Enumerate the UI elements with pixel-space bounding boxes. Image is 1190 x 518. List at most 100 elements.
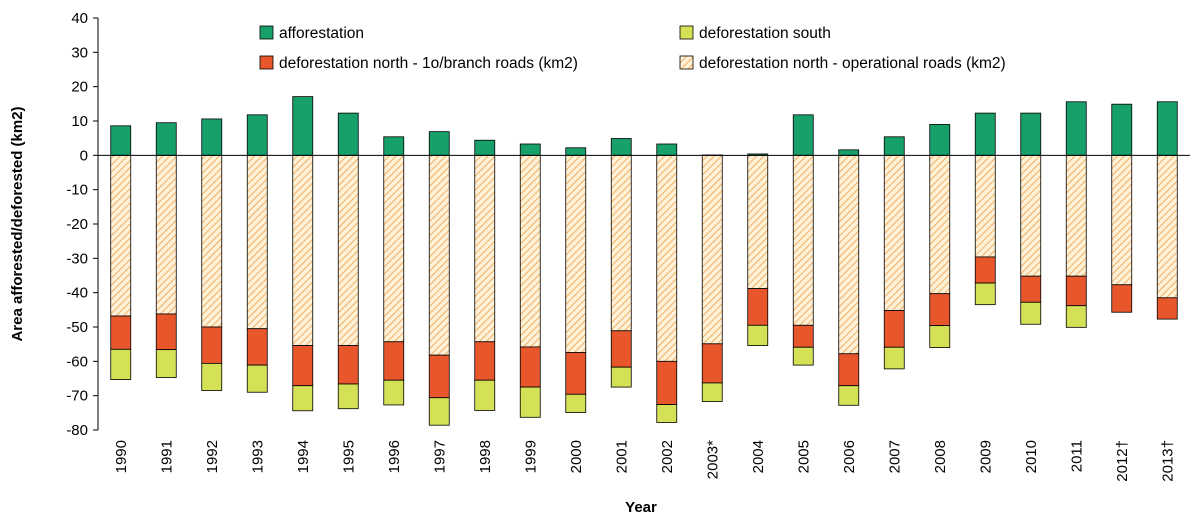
bar-deforestation-south xyxy=(929,325,951,349)
bar-deforestation-north-branch xyxy=(838,353,860,387)
x-tick-label: 1996 xyxy=(386,440,403,473)
bar-deforestation-south xyxy=(838,385,860,406)
bar-afforestation xyxy=(974,112,996,156)
y-tick-label: -60 xyxy=(66,353,88,370)
bar-deforestation-south xyxy=(1020,301,1042,325)
bar-deforestation-south xyxy=(292,385,314,412)
bar-deforestation-south xyxy=(701,382,723,402)
y-tick-label: 40 xyxy=(71,10,88,27)
bar-deforestation-north-operational xyxy=(565,154,587,353)
x-tick-label: 2000 xyxy=(568,440,585,473)
bar-deforestation-north-operational xyxy=(110,154,132,317)
bar-deforestation-north-branch xyxy=(656,360,678,405)
bar-deforestation-north-operational xyxy=(883,154,905,311)
y-tick-label: -70 xyxy=(66,388,88,405)
bar-deforestation-south xyxy=(747,324,769,346)
bar-deforestation-north-operational xyxy=(792,154,814,326)
bar-deforestation-north-operational xyxy=(428,154,450,356)
bar-afforestation xyxy=(155,122,177,156)
x-tick-label: 2006 xyxy=(841,440,858,473)
legend-label: deforestation north - 1o/branch roads (k… xyxy=(279,55,578,72)
x-axis-title: Year xyxy=(625,499,657,516)
bar-deforestation-north-branch xyxy=(292,345,314,387)
bar-deforestation-north-operational xyxy=(656,154,678,362)
bar-deforestation-south xyxy=(656,404,678,423)
y-tick-label: -80 xyxy=(66,422,88,439)
bar-deforestation-south xyxy=(474,379,496,411)
bar-deforestation-north-operational xyxy=(246,154,268,330)
bar-afforestation xyxy=(838,149,860,156)
bar-deforestation-north-branch xyxy=(792,324,814,348)
bar-deforestation-north-branch xyxy=(610,330,632,368)
bar-deforestation-north-branch xyxy=(383,341,405,381)
x-tick-label: 2001 xyxy=(613,440,630,473)
bar-deforestation-north-branch xyxy=(701,343,723,384)
legend: afforestation deforestation south deforest… xyxy=(259,25,1006,72)
bar-afforestation xyxy=(1156,101,1178,156)
y-tick-label: 30 xyxy=(71,44,88,61)
bar-deforestation-north-branch xyxy=(1020,275,1042,303)
bar-afforestation xyxy=(883,136,905,156)
bar-afforestation xyxy=(1111,103,1133,156)
bar-afforestation xyxy=(792,114,814,156)
x-tick-label: 1994 xyxy=(295,440,312,473)
y-tick-label: -10 xyxy=(66,182,88,199)
bar-deforestation-north-operational xyxy=(519,154,541,348)
bar-afforestation xyxy=(383,136,405,156)
bar-deforestation-north-operational xyxy=(929,154,951,295)
y-tick-label: 20 xyxy=(71,79,88,96)
bar-deforestation-south xyxy=(519,386,541,418)
bar-deforestation-north-operational xyxy=(1156,154,1178,299)
bar-deforestation-south xyxy=(110,348,132,380)
x-tick-label: 1997 xyxy=(431,440,448,473)
y-tick-label: -50 xyxy=(66,319,88,336)
bar-deforestation-north-branch xyxy=(1111,284,1133,313)
bar-deforestation-north-branch xyxy=(929,293,951,327)
bar-deforestation-north-operational xyxy=(1020,154,1042,277)
x-tick-label: 2011 xyxy=(1068,440,1085,472)
bar-deforestation-north-branch xyxy=(565,352,587,395)
bar-deforestation-north-operational xyxy=(383,154,405,343)
x-tick-label: 1999 xyxy=(522,440,539,473)
bar-deforestation-north-branch xyxy=(1065,275,1087,307)
bar-deforestation-south xyxy=(246,364,268,393)
x-tick-label: 2003* xyxy=(704,440,721,479)
bar-deforestation-north-operational xyxy=(610,154,632,332)
bar-afforestation xyxy=(201,118,223,156)
bar-deforestation-north-operational xyxy=(1111,154,1133,286)
bar-deforestation-north-branch xyxy=(519,346,541,388)
legend-label: deforestation south xyxy=(699,25,831,42)
bar-afforestation xyxy=(519,143,541,156)
bar-deforestation-north-branch xyxy=(201,326,223,364)
bar-deforestation-north-operational xyxy=(701,154,723,345)
x-tick-label: 2013† xyxy=(1159,440,1176,482)
bar-afforestation xyxy=(929,124,951,156)
bar-deforestation-north-operational xyxy=(974,154,996,258)
y-tick-label: -30 xyxy=(66,250,88,267)
bar-deforestation-south xyxy=(974,282,996,306)
bar-deforestation-south xyxy=(610,366,632,388)
legend-swatch xyxy=(259,55,274,70)
x-tick-label: 2009 xyxy=(977,440,994,473)
x-tick-label: 2005 xyxy=(795,440,812,473)
bar-deforestation-north-branch xyxy=(1156,297,1178,320)
bar-deforestation-south xyxy=(792,346,814,366)
bar-deforestation-south xyxy=(337,383,359,410)
bar-deforestation-south xyxy=(565,393,587,413)
legend-label: afforestation xyxy=(279,25,364,42)
bar-deforestation-north-operational xyxy=(474,154,496,343)
bar-deforestation-north-operational xyxy=(155,154,177,315)
bar-afforestation xyxy=(565,147,587,156)
bar-deforestation-north-branch xyxy=(974,256,996,284)
x-tick-label: 2012† xyxy=(1114,440,1131,482)
bar-afforestation xyxy=(246,114,268,156)
bar-afforestation xyxy=(337,112,359,156)
bar-afforestation xyxy=(610,138,632,156)
legend-swatch xyxy=(679,25,694,40)
bar-deforestation-north-branch xyxy=(110,315,132,350)
bar-deforestation-north-operational xyxy=(838,154,860,355)
bar-deforestation-south xyxy=(383,379,405,406)
x-tick-label: 2010 xyxy=(1023,440,1040,473)
